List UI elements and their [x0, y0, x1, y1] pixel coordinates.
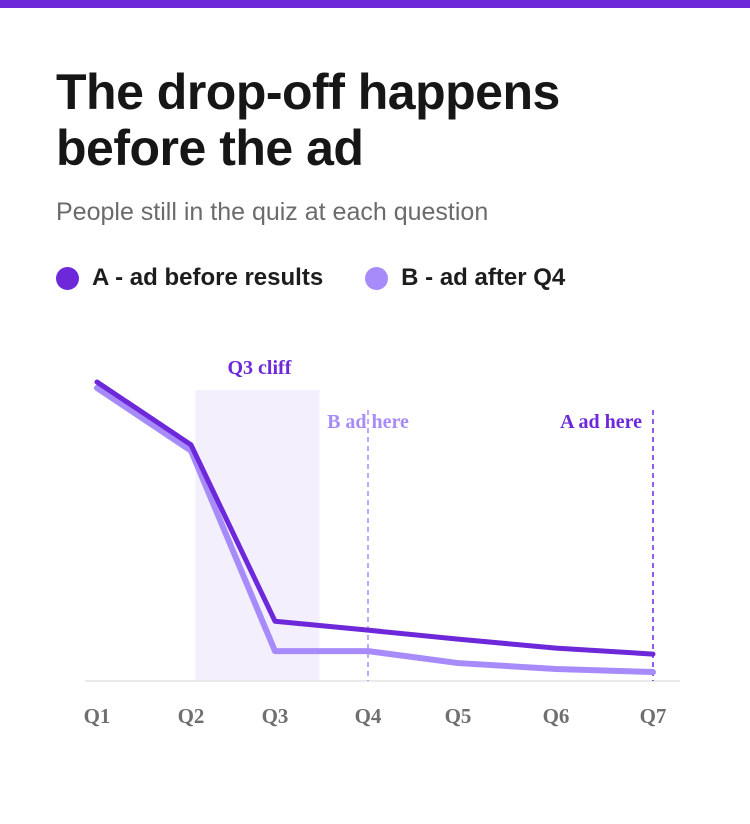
accent-bar [0, 0, 750, 8]
line-chart: Q3 cliff B ad here A ad here Q1 Q2 Q3 Q4 Q5 Q6 Q7 [84, 357, 680, 728]
x-tick-label-q3: Q3 [262, 704, 289, 728]
x-tick-label-q6: Q6 [543, 704, 570, 728]
highlight-band [195, 390, 320, 681]
page-title: The drop-off happens before the ad [56, 64, 560, 176]
legend-swatch-a [56, 266, 79, 290]
annotation-label-1: B ad here [327, 411, 409, 433]
x-tick-label-q2: Q2 [178, 704, 205, 728]
legend-swatch-b [365, 266, 389, 290]
x-tick-label-q7: Q7 [640, 704, 667, 728]
x-tick-label-q1: Q1 [84, 704, 111, 728]
chart-legend: A - ad before results B - ad after Q4 [56, 262, 607, 294]
annotation-label-2: A ad here [560, 411, 642, 433]
legend-label-a: A - ad before results [92, 264, 324, 291]
band-label: Q3 cliff [228, 357, 292, 379]
legend-item-a: A - ad before results [56, 264, 323, 292]
page-subtitle: People still in the quiz at each questio… [56, 198, 489, 226]
legend-item-b: B - ad after Q4 [365, 264, 565, 292]
legend-label-b: B - ad after Q4 [401, 264, 566, 291]
x-tick-label-q4: Q4 [355, 704, 382, 728]
x-tick-label-q5: Q5 [445, 704, 472, 728]
